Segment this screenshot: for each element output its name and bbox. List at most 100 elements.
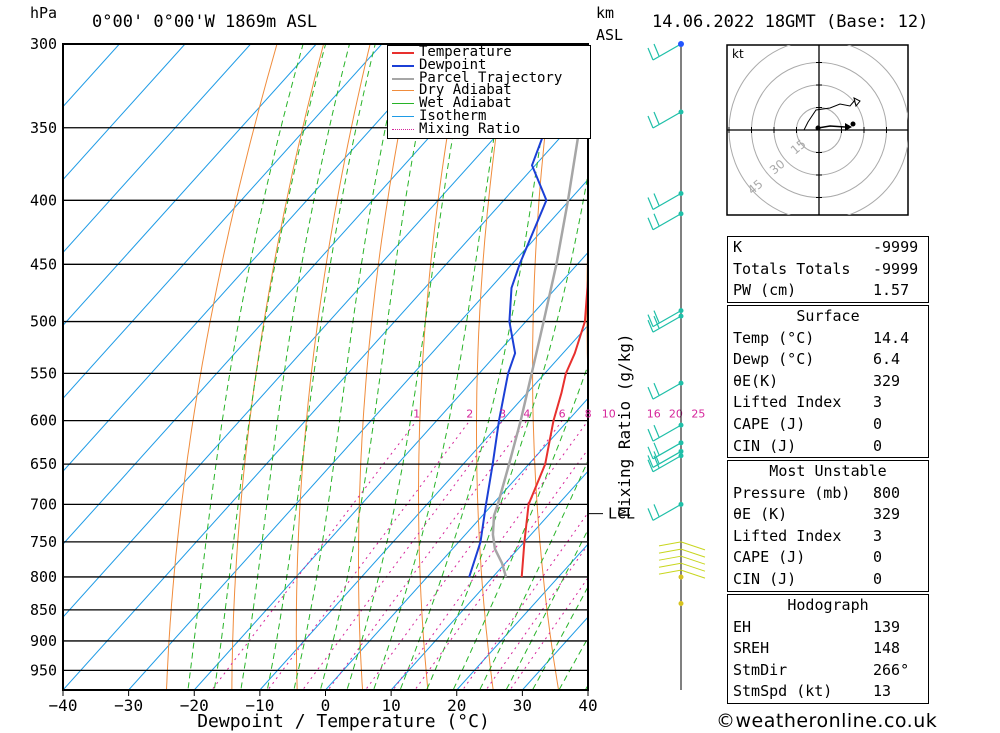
isotherm-line xyxy=(63,44,580,618)
wind-barb-flag xyxy=(653,43,660,57)
wind-barb xyxy=(658,548,682,554)
wind-barb-flag xyxy=(653,193,660,206)
plot-frame xyxy=(62,43,589,691)
x-axis-label: Dewpoint / Temperature (°C) xyxy=(197,711,490,732)
pressure-tick-label: 900 xyxy=(30,632,57,650)
wet-adiabat-line xyxy=(266,44,376,690)
pressure-tick-label: 800 xyxy=(30,568,57,586)
hodograph-point xyxy=(815,125,821,131)
isotherm-line xyxy=(390,470,588,690)
mixing-ratio-axis-label: Mixing Ratio (g/kg) xyxy=(615,333,634,516)
mu-row: CIN (J) 0 xyxy=(733,569,883,588)
x-tick-label: −30 xyxy=(114,696,143,715)
wind-barb-flag xyxy=(653,451,660,464)
wind-barb xyxy=(652,315,682,333)
hodograph-storm-vector xyxy=(817,125,846,129)
parcel-trajectory-line xyxy=(491,61,588,578)
wind-level-dot xyxy=(678,448,684,454)
x-tick-label: −10 xyxy=(245,696,274,715)
wind-barb-flag xyxy=(653,442,660,456)
wind-barb-flag xyxy=(647,314,654,327)
wind-level-dot xyxy=(678,109,684,115)
wind-barb xyxy=(658,562,682,568)
most-unstable-title: Most Unstable xyxy=(769,462,887,480)
asl-label: ASL xyxy=(596,26,624,44)
wind-level-dot xyxy=(678,440,684,446)
wind-barb xyxy=(652,503,682,521)
index-row: Totals Totals -9999 xyxy=(733,259,919,278)
mu-row: Lifted Index 3 xyxy=(733,526,883,545)
isotherm-line xyxy=(63,44,120,108)
dry-adiabat-line xyxy=(165,44,278,690)
wet-adiabat-line xyxy=(293,44,404,690)
surface-row: θE(K) 329 xyxy=(733,371,901,390)
pressure-tick-label: 350 xyxy=(30,119,57,137)
mixing-ratio-label: 2 xyxy=(466,408,473,421)
isotherm-line xyxy=(63,44,252,254)
pressure-tick-label: 300 xyxy=(30,35,57,53)
hodograph-point xyxy=(850,121,856,127)
index-row: K -9999 xyxy=(733,238,919,256)
wind-level-dot xyxy=(678,313,684,319)
wind-barb xyxy=(652,111,682,129)
hodograph-unit-label: kt xyxy=(732,47,744,61)
wind-barb-flag xyxy=(647,455,654,468)
wind-barb-flag xyxy=(647,319,654,333)
wet-adiabat-line xyxy=(213,44,327,690)
hodo-row: StmDir 266° xyxy=(733,660,910,679)
wind-barb-flag xyxy=(653,455,660,468)
wind-barb-flag xyxy=(653,315,660,329)
isotherm-line xyxy=(193,251,588,690)
wet-adiabat-line xyxy=(479,459,588,690)
isotherm-line xyxy=(63,105,588,690)
wind-barb xyxy=(680,548,706,558)
mixing-ratio-label: 6 xyxy=(559,408,566,421)
legend-parcel: Parcel Trajectory xyxy=(388,71,590,84)
wind-barb-flag xyxy=(647,446,654,460)
isotherm-line xyxy=(63,44,317,327)
isotherm-line xyxy=(456,543,588,690)
hodo-row: SREH 148 xyxy=(733,639,901,658)
legend-dry-adiabat: Dry Adiabat xyxy=(388,84,590,97)
surface-row: Dewp (°C) 6.4 xyxy=(733,350,901,369)
isotherm-line xyxy=(63,44,514,545)
legend-dewpoint: Dewpoint xyxy=(388,58,590,72)
wind-barb xyxy=(658,569,682,575)
location-title: 0°00' 0°00'W 1869m ASL xyxy=(92,12,318,32)
wind-barb xyxy=(652,192,682,211)
isotherm-line xyxy=(128,178,588,690)
km-label: km xyxy=(596,4,615,22)
isotherm-line xyxy=(63,44,448,472)
isotherm-line xyxy=(325,397,588,690)
wind-barb-flag xyxy=(653,213,660,226)
isotherm-line xyxy=(63,44,383,400)
wind-barb-flag xyxy=(653,111,660,125)
wind-barb xyxy=(652,424,682,442)
hpa-label: hPa xyxy=(30,4,58,22)
wind-level-dot xyxy=(678,600,684,606)
wind-barb xyxy=(658,541,682,547)
hodograph-arrow-head xyxy=(853,97,861,108)
pressure-tick-label: 850 xyxy=(30,601,57,619)
wind-barb-flag xyxy=(647,386,654,400)
mixing-ratio-label: 20 xyxy=(669,408,683,421)
wet-adiabat-line xyxy=(452,363,588,690)
hodograph-panel: Hodograph EH 139 SREH 148 StmDir 266° StmSp… xyxy=(727,594,929,704)
mu-row: θE (K) 329 xyxy=(733,505,901,524)
wet-adiabat-line xyxy=(240,44,350,690)
hodograph-trace xyxy=(803,99,856,131)
mixing-ratio-label: 25 xyxy=(691,408,705,421)
x-tick-label: −40 xyxy=(49,696,78,715)
wind-barb-flag xyxy=(647,428,654,442)
pressure-tick-label: 500 xyxy=(30,313,57,331)
hodograph-arrow-head xyxy=(845,123,852,131)
wind-barb xyxy=(652,382,682,400)
pressure-tick-label: 700 xyxy=(30,495,57,513)
dry-adiabat-line xyxy=(358,44,418,690)
index-row: PW (cm) 1.57 xyxy=(733,281,910,300)
most-unstable-panel: Most Unstable Pressure (mb) 800 θE (K) 329… xyxy=(727,460,929,592)
wind-barb xyxy=(680,562,706,572)
legend-wet-adiabat: Wet Adiabat xyxy=(388,96,590,110)
wind-level-dot xyxy=(678,453,684,459)
